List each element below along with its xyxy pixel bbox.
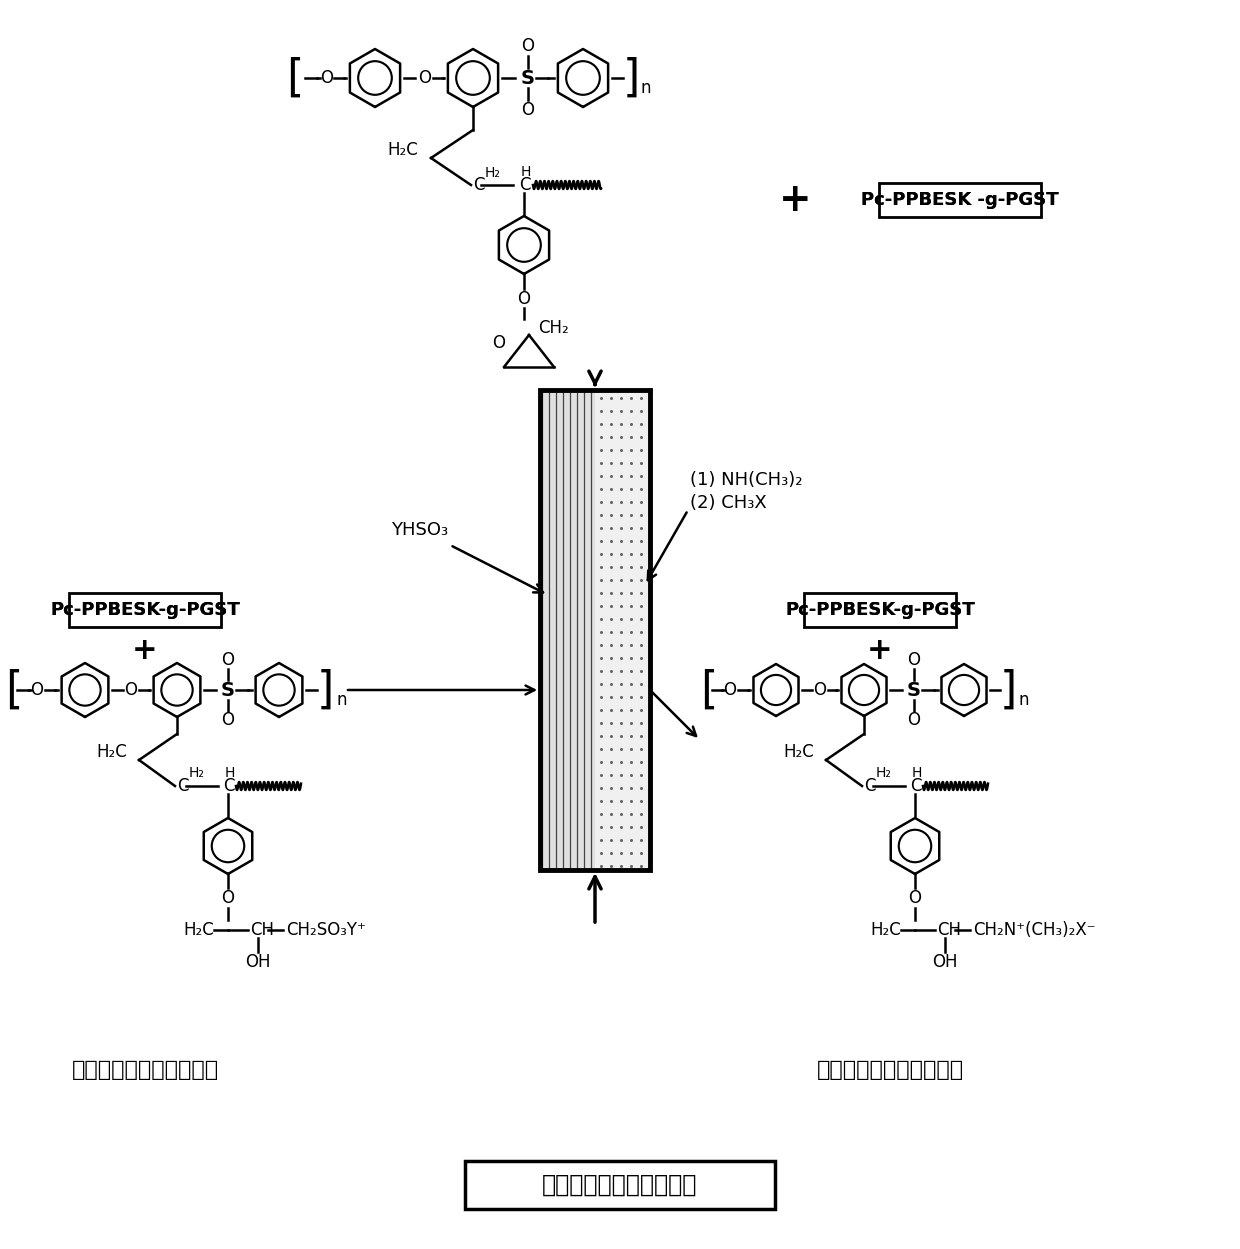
Text: H₂: H₂ [875, 766, 892, 779]
Text: C: C [910, 777, 921, 796]
Text: Pc-PPBESK-g-PGST: Pc-PPBESK-g-PGST [785, 601, 975, 620]
Text: OH: OH [246, 953, 270, 970]
Text: O: O [31, 681, 43, 699]
Text: O: O [419, 69, 432, 87]
Bar [68, 593, 222, 627]
Text: ]: ] [999, 668, 1017, 712]
Bar [879, 182, 1040, 217]
Text: O: O [222, 651, 234, 669]
Text: [: [ [286, 56, 304, 100]
Text: n: n [337, 691, 347, 709]
Text: CH₂: CH₂ [538, 318, 569, 337]
Text: Pc-PPBESK-g-PGST: Pc-PPBESK-g-PGST [785, 601, 975, 620]
Text: O: O [222, 711, 234, 729]
Bar [465, 1162, 775, 1209]
Text: H: H [224, 766, 236, 779]
Text: 聚芳醚砜酮阴离子交换膜: 聚芳醚砜酮阴离子交换膜 [816, 1060, 963, 1080]
Text: O: O [909, 889, 921, 907]
Bar [539, 390, 650, 871]
Text: H₂C: H₂C [97, 743, 126, 761]
Text: H: H [521, 165, 532, 179]
Text: O: O [124, 681, 138, 699]
Text: +: + [867, 636, 893, 664]
Text: Pc-PPBESK-g-PGST: Pc-PPBESK-g-PGST [50, 601, 239, 620]
Text: CH: CH [250, 921, 274, 939]
Text: H: H [911, 766, 923, 779]
Bar [595, 390, 650, 871]
Bar [539, 390, 595, 871]
Text: O: O [813, 681, 827, 699]
Text: O: O [908, 711, 920, 729]
Text: O: O [492, 333, 506, 352]
Text: +: + [779, 181, 811, 219]
Text: ]: ] [316, 668, 334, 712]
Text: O: O [522, 101, 534, 119]
Text: [: [ [701, 668, 718, 712]
Text: S: S [521, 69, 534, 87]
Text: H₂: H₂ [188, 766, 205, 779]
Text: +: + [133, 636, 157, 664]
Text: 含酞菁聚芳醚砜酮双极膜: 含酞菁聚芳醚砜酮双极膜 [542, 1173, 698, 1197]
Text: (1) NH(CH₃)₂: (1) NH(CH₃)₂ [689, 471, 802, 490]
Text: O: O [320, 69, 334, 87]
Text: CH₂N⁺(CH₃)₂X⁻: CH₂N⁺(CH₃)₂X⁻ [973, 921, 1095, 939]
Text: (2) CH₃X: (2) CH₃X [689, 495, 766, 512]
Text: YHSO₃: YHSO₃ [392, 521, 449, 540]
Text: C: C [472, 176, 485, 194]
Text: O: O [222, 889, 234, 907]
Text: C: C [177, 777, 188, 796]
Text: C: C [223, 777, 234, 796]
Text: H₂C: H₂C [387, 141, 418, 159]
Bar [804, 593, 956, 627]
Text: 聚芳醚砜酮阳离子交换膜: 聚芳醚砜酮阳离子交换膜 [72, 1060, 218, 1080]
Text: ]: ] [622, 56, 640, 100]
Text: CH₂SO₃Y⁺: CH₂SO₃Y⁺ [286, 921, 366, 939]
Text: O: O [908, 651, 920, 669]
Text: [: [ [5, 668, 22, 712]
Text: O: O [517, 290, 531, 309]
Text: H₂C: H₂C [784, 743, 813, 761]
Text: n: n [641, 79, 651, 97]
Text: Pc-PPBESK -g-PGST: Pc-PPBESK -g-PGST [862, 191, 1059, 209]
Text: C: C [864, 777, 875, 796]
Text: H₂C: H₂C [184, 921, 215, 939]
Text: Pc-PPBESK-g-PGST: Pc-PPBESK-g-PGST [50, 601, 239, 620]
Text: CH: CH [937, 921, 961, 939]
Text: O: O [522, 37, 534, 55]
Text: H₂: H₂ [485, 166, 501, 180]
Text: H₂C: H₂C [870, 921, 901, 939]
Text: O: O [723, 681, 737, 699]
Text: S: S [906, 681, 921, 699]
Text: OH: OH [932, 953, 957, 970]
Text: Pc-PPBESK -g-PGST: Pc-PPBESK -g-PGST [862, 191, 1059, 209]
Text: n: n [1019, 691, 1029, 709]
Text: S: S [221, 681, 236, 699]
Text: C: C [520, 176, 531, 194]
